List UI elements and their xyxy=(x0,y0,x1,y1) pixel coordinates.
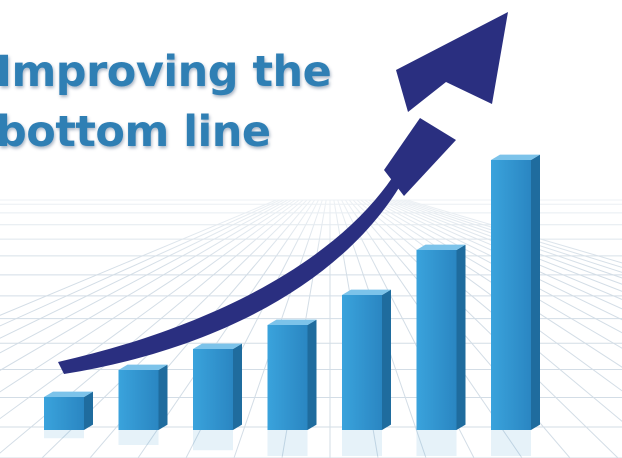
bar xyxy=(44,397,84,430)
bar xyxy=(416,250,457,430)
bar-top xyxy=(118,364,168,370)
bar-top xyxy=(193,343,242,349)
bar-reflection xyxy=(416,430,457,456)
headline-line-2: bottom line xyxy=(0,107,271,157)
bar xyxy=(193,349,233,430)
bar-side xyxy=(233,343,242,430)
bar-reflection xyxy=(342,430,382,456)
bars xyxy=(44,154,540,430)
bar-side xyxy=(531,154,540,430)
bar xyxy=(267,325,308,430)
bar-reflection xyxy=(267,430,308,456)
bar xyxy=(118,370,159,430)
bar-top xyxy=(267,319,317,325)
trend-arrow-icon xyxy=(58,12,508,374)
arrow-neck xyxy=(384,118,456,196)
bar xyxy=(342,295,382,430)
bar-side xyxy=(84,391,93,430)
bar-side xyxy=(456,244,466,430)
bar-reflections xyxy=(44,430,531,456)
arrow-shaft xyxy=(58,178,400,374)
bar-side xyxy=(382,289,391,430)
bar-reflection xyxy=(193,430,233,451)
bar-reflection xyxy=(491,430,531,456)
bar-top xyxy=(416,244,466,250)
bar-reflection xyxy=(44,430,84,439)
bar xyxy=(491,160,531,430)
bar-top xyxy=(342,289,391,295)
bar-top xyxy=(44,391,93,397)
bar-side xyxy=(307,319,317,430)
bar-top xyxy=(491,154,540,160)
headline: Improving the bottom line xyxy=(0,42,356,162)
bar-side xyxy=(158,364,168,430)
headline-line-1: Improving the xyxy=(0,47,332,97)
bar-reflection xyxy=(118,430,159,445)
arrow-head xyxy=(396,12,508,112)
